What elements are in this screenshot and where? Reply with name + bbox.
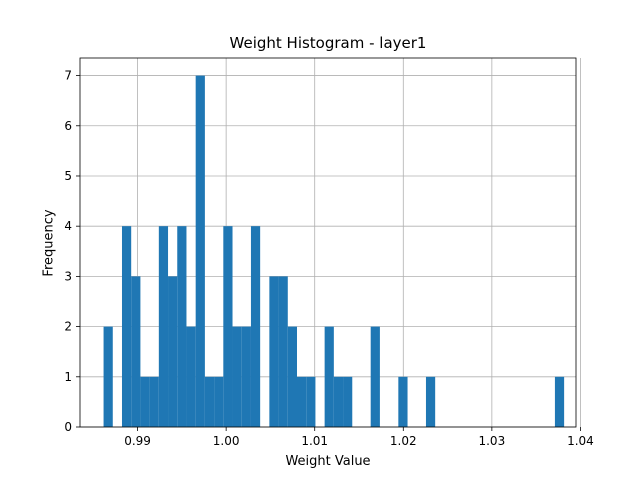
histogram-bar: [158, 226, 169, 427]
axes: [76, 57, 581, 431]
histogram-bar: [425, 376, 436, 427]
histogram-bar: [195, 75, 205, 428]
x-tick-label: 1.03: [478, 434, 505, 448]
histogram-bar: [103, 326, 113, 427]
histogram-bar: [398, 376, 408, 427]
tick-labels: 0.99 1.00 1.01 1.02 1.03 1.04 0 1 2 3 4 5 6 7: [64, 69, 593, 448]
histogram-bar: [232, 326, 242, 427]
histogram-bars: [103, 75, 565, 428]
histogram-bar: [131, 276, 141, 427]
histogram-bar: [278, 276, 288, 427]
y-tick-label: 7: [64, 69, 72, 83]
y-tick-label: 6: [64, 119, 72, 133]
histogram-bar: [287, 326, 297, 427]
y-axis-label: Frequency: [41, 209, 57, 277]
y-tick-label: 1: [64, 370, 72, 384]
x-tick-label: 0.99: [124, 434, 151, 448]
x-tick-label: 1.01: [301, 434, 328, 448]
chart-title: Weight Histogram - layer1: [229, 34, 427, 52]
y-tick-label: 0: [64, 420, 72, 434]
x-axis-label: Weight Value: [285, 454, 371, 469]
y-tick-label: 4: [64, 219, 72, 233]
histogram-bar: [204, 376, 215, 427]
histogram-bar: [343, 376, 353, 427]
histogram-bar: [168, 276, 178, 427]
histogram-bar: [250, 226, 261, 427]
x-tick-label: 1.00: [213, 434, 240, 448]
y-tick-label: 5: [64, 169, 72, 183]
x-tick-label: 1.02: [390, 434, 417, 448]
histogram-bar: [269, 276, 279, 427]
y-tick-label: 2: [64, 320, 72, 334]
axes-frame: [79, 57, 577, 428]
histogram-bar: [370, 326, 380, 427]
histogram-bar: [333, 376, 344, 427]
histogram-bar: [554, 376, 565, 427]
histogram-bar: [140, 376, 150, 427]
histogram-bar: [324, 326, 334, 427]
histogram-bar: [177, 226, 187, 427]
histogram-bar: [121, 226, 132, 427]
histogram-bar: [186, 326, 196, 427]
histogram-bar: [149, 376, 159, 427]
histogram-bar: [241, 326, 251, 427]
histogram-bar: [214, 376, 224, 427]
histogram-bar: [306, 376, 316, 427]
y-tick-label: 3: [64, 269, 72, 283]
histogram-bar: [223, 226, 233, 427]
x-tick-label: 1.04: [567, 434, 594, 448]
histogram-bar: [297, 376, 307, 427]
